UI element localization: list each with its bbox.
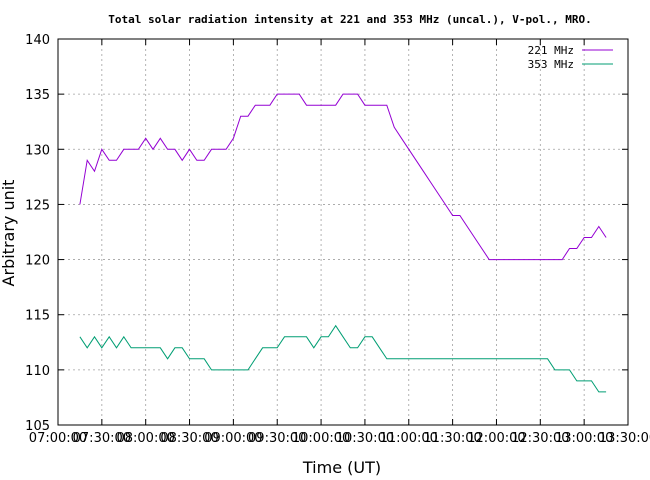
y-tick-label: 125 <box>25 198 50 213</box>
x-tick-label: 12:00:00 <box>467 431 525 446</box>
series-layer <box>79 93 607 393</box>
y-tick-label: 120 <box>25 254 50 269</box>
y-tick-label: 105 <box>25 419 50 434</box>
y-tick-label: 140 <box>25 33 50 48</box>
x-tick-label: 07:00:00 <box>29 431 87 446</box>
series-line <box>79 324 607 393</box>
x-tick-label: 07:30:00 <box>73 431 131 446</box>
x-tick-label: 08:30:00 <box>160 431 218 446</box>
series-line <box>79 93 607 261</box>
x-axis-label: Time (UT) <box>302 458 381 477</box>
legend-label: 353 MHz <box>528 58 574 71</box>
x-tick-label: 08:00:00 <box>116 431 174 446</box>
legend-label: 221 MHz <box>528 44 574 57</box>
x-tick-label: 09:30:00 <box>248 431 306 446</box>
chart-title: Total solar radiation intensity at 221 a… <box>108 13 591 26</box>
y-tick-label: 130 <box>25 143 50 158</box>
y-tick-label: 135 <box>25 88 50 103</box>
x-tick-label: 11:30:00 <box>423 431 481 446</box>
x-tick-label: 10:00:00 <box>292 431 350 446</box>
x-tick-label: 10:30:00 <box>336 431 394 446</box>
x-tick-label: 11:00:00 <box>380 431 438 446</box>
y-axis-label: Arbitrary unit <box>0 180 18 287</box>
x-tick-label: 12:30:00 <box>511 431 569 446</box>
x-tick-label: 13:00:00 <box>555 431 613 446</box>
series-1 <box>79 324 607 393</box>
series-0 <box>79 93 607 261</box>
plot-frame <box>57 38 629 426</box>
y-tick-label: 115 <box>25 309 50 324</box>
x-tick-label: 13:30:00 <box>599 431 650 446</box>
x-tick-label: 09:00:00 <box>204 431 262 446</box>
axis-ticks: 105 110 115 120 125 130 135 140 07:00:0007:30:00… <box>25 33 650 446</box>
y-tick-label: 110 <box>25 364 50 379</box>
